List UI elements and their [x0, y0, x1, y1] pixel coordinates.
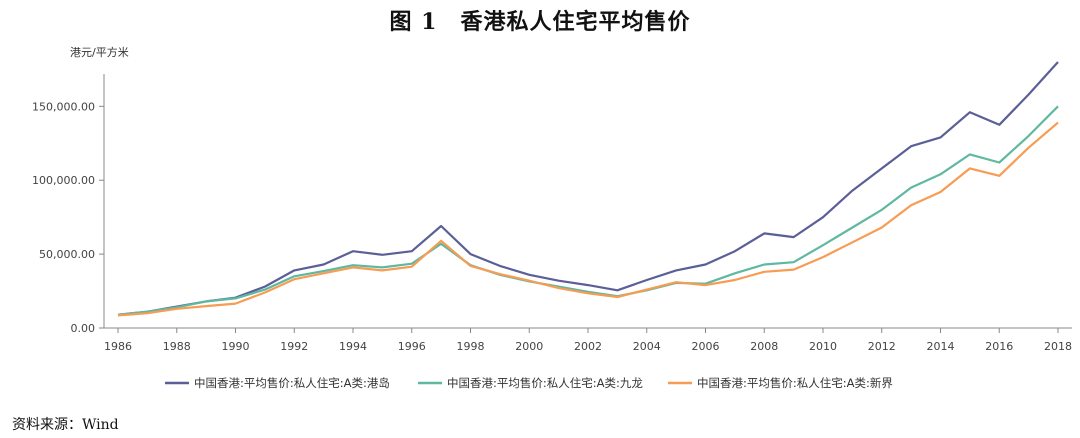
x-tick-label: 1996 [398, 340, 426, 353]
x-tick-label: 2008 [750, 340, 778, 353]
x-tick-label: 2014 [927, 340, 955, 353]
chart-title: 图 1 香港私人住宅平均售价 [389, 9, 691, 35]
series-line-3 [117, 121, 1059, 317]
x-tick-label: 2004 [633, 340, 661, 353]
x-tick-label: 2012 [868, 340, 896, 353]
series-line-2 [117, 105, 1059, 316]
legend-label-3: 中国香港:平均售价:私人住宅:A类:新界 [697, 376, 893, 390]
series-line-1 [117, 61, 1059, 316]
x-tick-label: 1990 [222, 340, 250, 353]
y-axis-label: 港元/平方米 [70, 46, 129, 59]
y-tick-label: 100,000.00 [32, 174, 95, 187]
x-tick-label: 1998 [457, 340, 485, 353]
legend-label-1: 中国香港:平均售价:私人住宅:A类:港岛 [194, 376, 390, 390]
x-tick-label: 2002 [574, 340, 602, 353]
x-tick-label: 2000 [515, 340, 543, 353]
x-tick-label: 1992 [280, 340, 308, 353]
y-tick-label: 150,000.00 [32, 100, 95, 113]
legend-label-2: 中国香港:平均售价:私人住宅:A类:九龙 [447, 376, 643, 390]
x-tick-label: 1986 [104, 340, 132, 353]
source-note: 资料来源：Wind [12, 417, 119, 433]
y-tick-label: 0.00 [71, 322, 96, 335]
legend: 中国香港:平均售价:私人住宅:A类:港岛 中国香港:平均售价:私人住宅:A类:九龙… [165, 376, 893, 390]
x-tick-label: 1994 [339, 340, 367, 353]
line-chart: 0.00 50,000.00 100,000.00 150,000.00 1986 198… [32, 61, 1072, 390]
x-tick-label: 2018 [1044, 340, 1072, 353]
x-tick-label: 1988 [163, 340, 191, 353]
y-tick-label: 50,000.00 [39, 248, 95, 261]
x-tick-label: 2016 [985, 340, 1013, 353]
x-tick-label: 2010 [809, 340, 837, 353]
axes: 0.00 50,000.00 100,000.00 150,000.00 1986 198… [32, 74, 1072, 353]
series-lines [117, 61, 1059, 317]
x-tick-label: 2006 [692, 340, 720, 353]
